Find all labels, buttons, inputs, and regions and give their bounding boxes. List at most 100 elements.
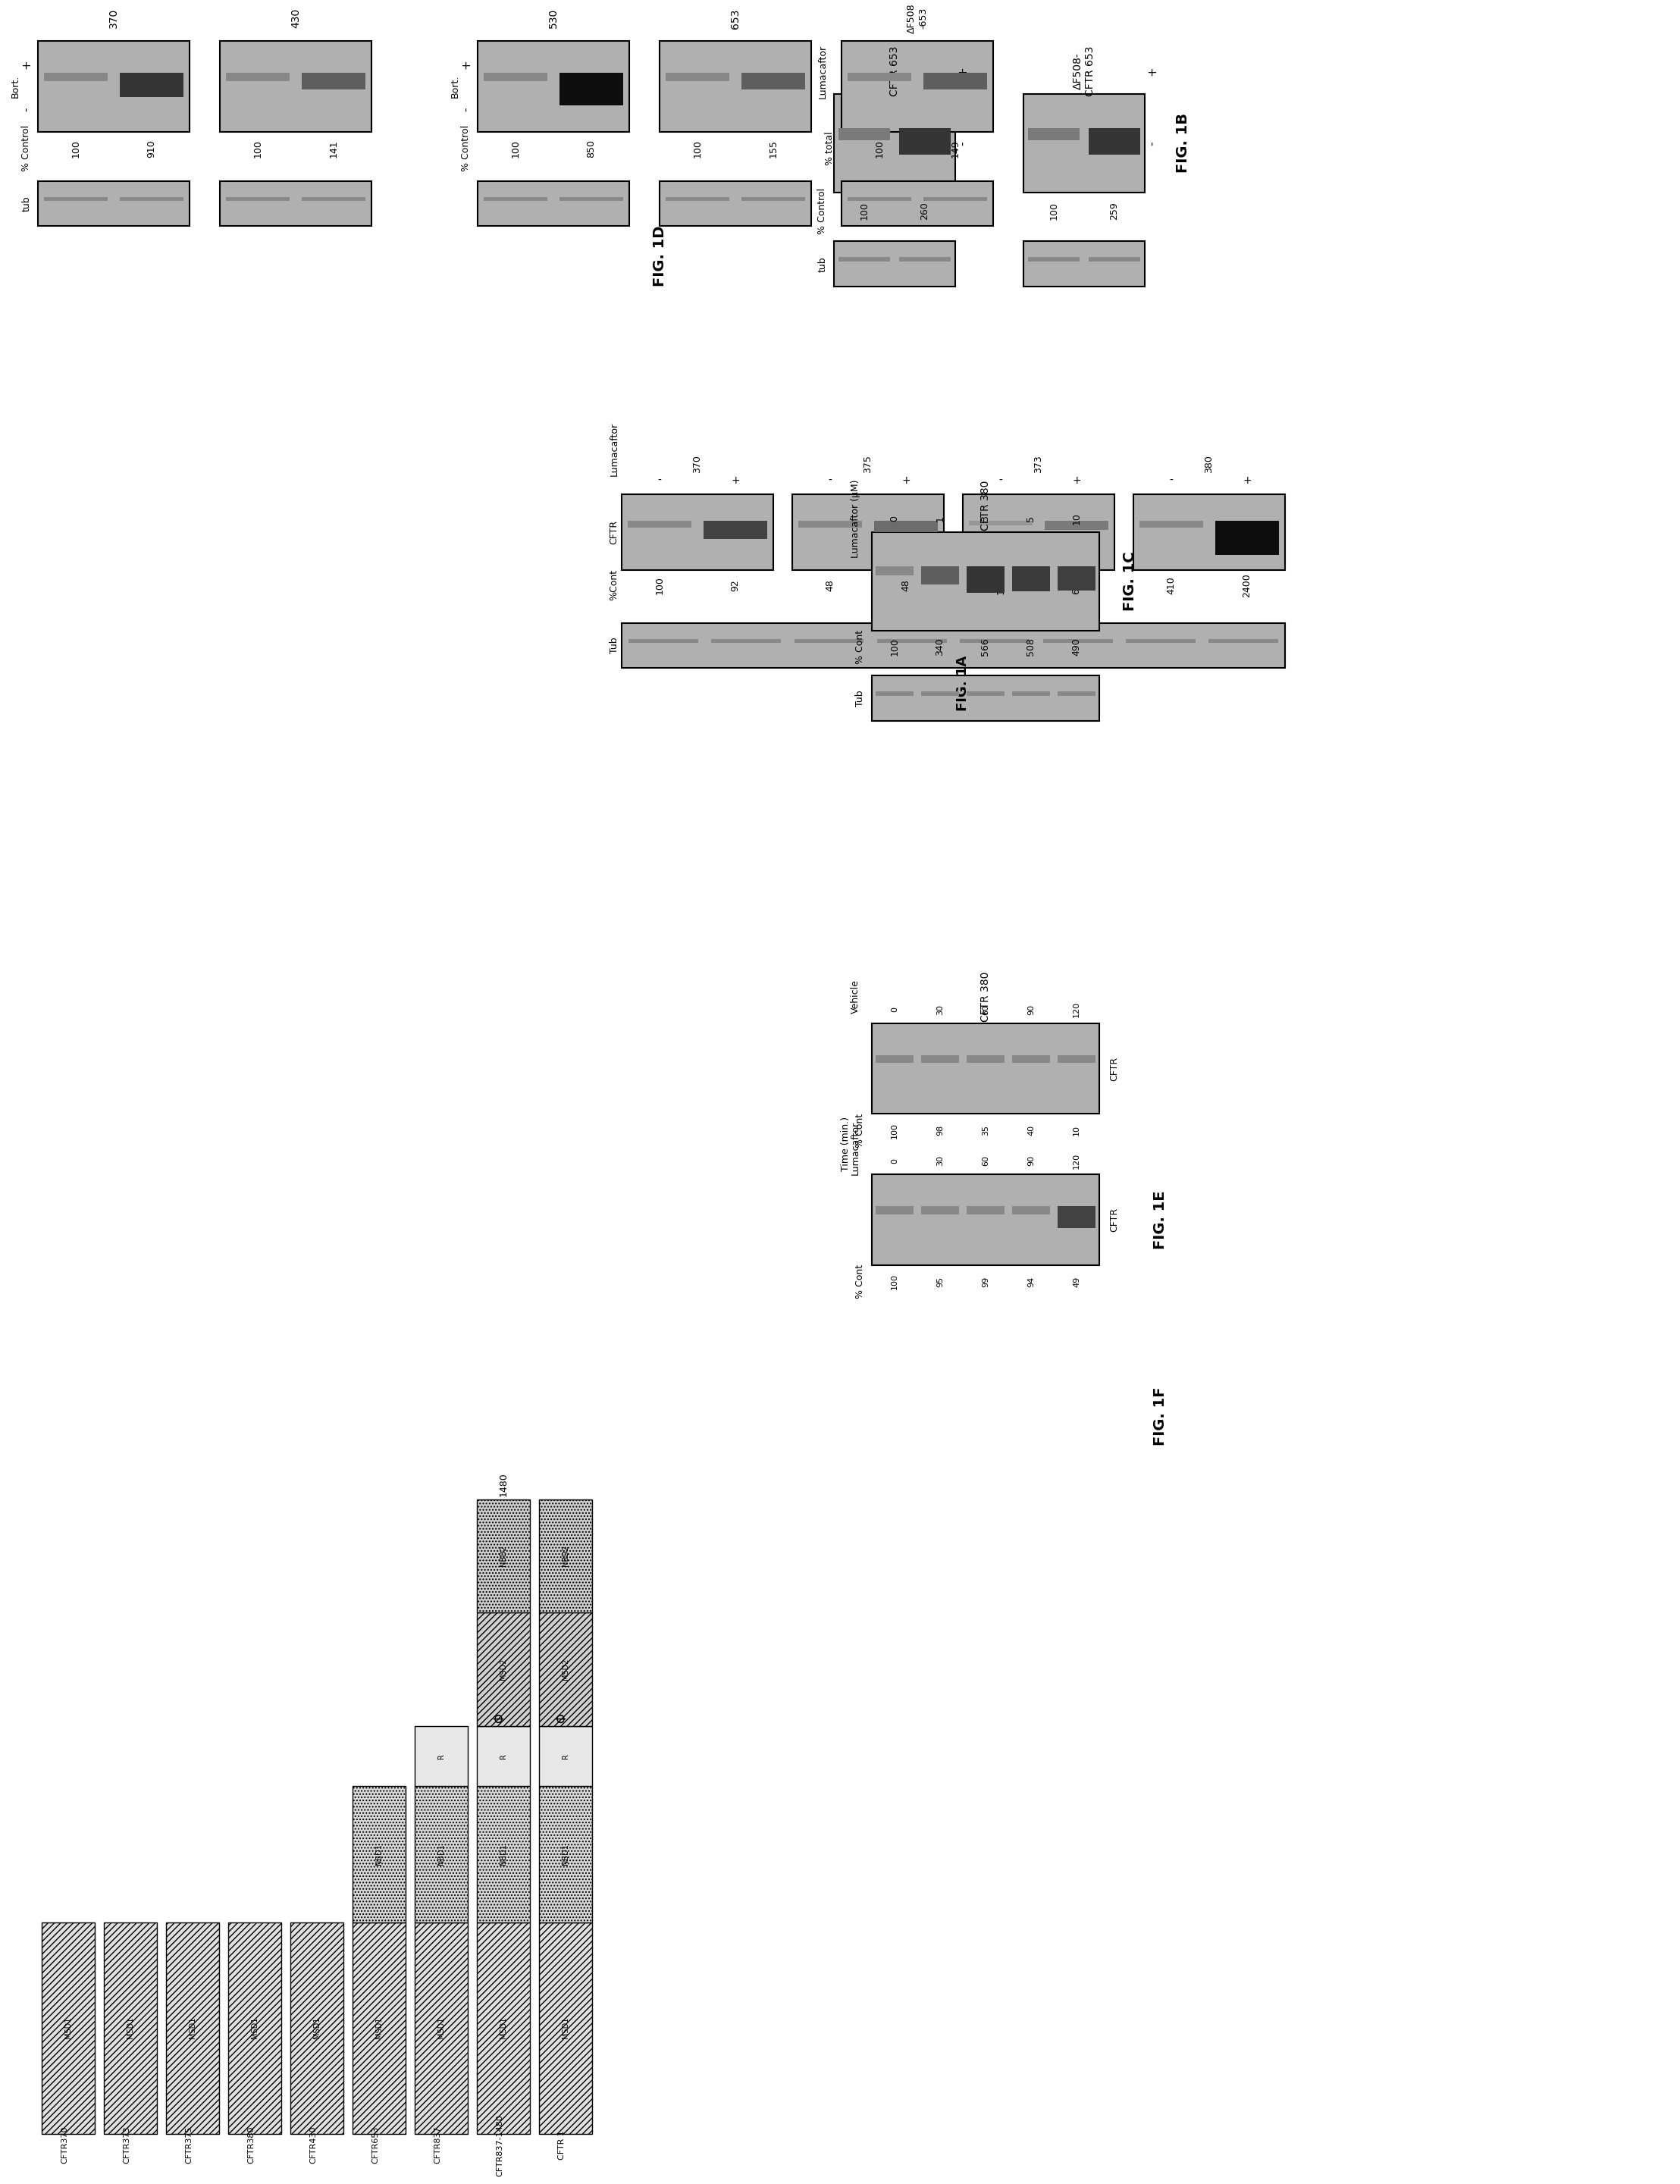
Bar xyxy=(1011,1206,1050,1214)
Text: 141: 141 xyxy=(329,140,338,157)
Text: FIG. 1B: FIG. 1B xyxy=(1176,114,1189,173)
Bar xyxy=(1028,129,1079,140)
Text: ΔF508-
CFTR 653: ΔF508- CFTR 653 xyxy=(1072,46,1095,96)
Bar xyxy=(1011,692,1050,697)
Text: Vehicle: Vehicle xyxy=(850,981,860,1013)
Bar xyxy=(848,72,911,81)
Text: % Control: % Control xyxy=(818,188,828,234)
Bar xyxy=(539,1498,591,1612)
Text: MSD1: MSD1 xyxy=(188,2018,197,2038)
Text: 1: 1 xyxy=(936,515,944,522)
Bar xyxy=(1139,520,1203,529)
Bar xyxy=(1126,638,1196,642)
Bar xyxy=(924,197,988,201)
Bar xyxy=(42,1922,94,2134)
Bar xyxy=(741,197,805,201)
Text: CFTR 380: CFTR 380 xyxy=(979,972,991,1022)
Text: 99: 99 xyxy=(981,1275,990,1286)
Bar xyxy=(628,638,697,642)
Bar xyxy=(704,520,768,539)
Bar xyxy=(921,566,959,583)
Bar xyxy=(966,692,1005,697)
Text: Bort.: Bort. xyxy=(10,74,20,98)
Bar xyxy=(741,72,805,90)
Bar xyxy=(477,1922,529,2134)
Text: -: - xyxy=(657,476,662,487)
Bar xyxy=(924,72,988,90)
Text: 48: 48 xyxy=(900,579,911,592)
Bar xyxy=(166,1922,218,2134)
Text: 149: 149 xyxy=(951,140,961,157)
Text: 100: 100 xyxy=(692,140,702,157)
Bar xyxy=(872,1175,1099,1265)
Bar xyxy=(660,41,811,131)
Text: FIG. 1C: FIG. 1C xyxy=(1122,553,1137,612)
Text: +: + xyxy=(1243,476,1252,487)
Bar xyxy=(899,258,951,262)
Text: 30: 30 xyxy=(936,1005,944,1016)
Bar xyxy=(353,1922,405,2134)
Bar xyxy=(539,1787,591,1922)
Text: R: R xyxy=(437,1754,445,1758)
Text: FIG. 1F: FIG. 1F xyxy=(1152,1387,1168,1446)
Text: 98: 98 xyxy=(936,1125,944,1136)
Bar xyxy=(484,72,548,81)
Bar xyxy=(477,1612,529,1725)
Text: 370: 370 xyxy=(109,9,119,28)
Text: 610: 610 xyxy=(1072,577,1082,594)
Bar xyxy=(833,94,956,192)
Bar xyxy=(477,1787,529,1922)
Bar xyxy=(353,1787,405,1922)
Text: 100: 100 xyxy=(511,140,521,157)
Text: 0: 0 xyxy=(890,1007,899,1011)
Bar xyxy=(220,41,371,131)
Text: % Cont: % Cont xyxy=(855,629,865,664)
Bar xyxy=(1023,94,1144,192)
Text: +: + xyxy=(958,66,968,76)
Text: 530: 530 xyxy=(548,9,559,28)
Bar xyxy=(1215,520,1278,555)
Text: 100: 100 xyxy=(890,638,899,655)
Bar xyxy=(798,520,862,529)
Text: R: R xyxy=(499,1754,507,1758)
Text: % Cont: % Cont xyxy=(855,1265,865,1299)
Text: -: - xyxy=(20,107,32,111)
Text: MSD1: MSD1 xyxy=(561,2018,570,2038)
Bar xyxy=(539,1922,591,2134)
Text: % Control: % Control xyxy=(22,124,32,173)
Bar xyxy=(484,197,548,201)
Bar xyxy=(795,638,864,642)
Bar xyxy=(872,675,1099,721)
Text: Lumacaftor: Lumacaftor xyxy=(850,1120,860,1175)
Bar xyxy=(838,258,890,262)
Text: +: + xyxy=(20,59,32,68)
Text: Lumacaftor: Lumacaftor xyxy=(818,44,828,98)
Bar xyxy=(225,197,289,201)
Text: Tub: Tub xyxy=(610,638,618,653)
Bar xyxy=(1208,638,1278,642)
Text: 10: 10 xyxy=(1074,1125,1080,1136)
Bar xyxy=(874,520,937,533)
Bar xyxy=(921,1055,959,1064)
Text: -: - xyxy=(1169,476,1173,487)
Text: CFTR 380: CFTR 380 xyxy=(979,480,991,531)
Text: 0: 0 xyxy=(890,1158,899,1164)
Text: 340: 340 xyxy=(936,638,944,655)
Text: NBD2: NBD2 xyxy=(561,1546,570,1566)
Text: +: + xyxy=(731,476,739,487)
Text: 1480: 1480 xyxy=(499,1472,509,1496)
Bar xyxy=(220,181,371,227)
Text: 373: 373 xyxy=(1033,454,1043,474)
Bar xyxy=(966,1055,1005,1064)
Text: 380: 380 xyxy=(1205,454,1215,474)
Text: +: + xyxy=(902,476,911,487)
Bar xyxy=(539,1612,591,1725)
Bar xyxy=(415,1725,467,1787)
Text: CFTR 1: CFTR 1 xyxy=(558,2129,566,2160)
Text: CFTR: CFTR xyxy=(1109,1208,1119,1232)
Bar xyxy=(872,1024,1099,1114)
Text: 566: 566 xyxy=(981,638,991,655)
Text: 100: 100 xyxy=(71,140,81,157)
Bar xyxy=(539,1725,591,1787)
Text: ΔF508
-653: ΔF508 -653 xyxy=(907,4,927,33)
